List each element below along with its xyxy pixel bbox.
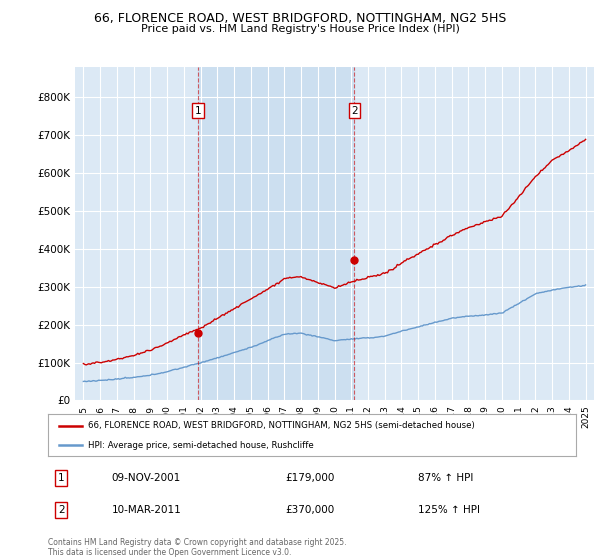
Text: 66, FLORENCE ROAD, WEST BRIDGFORD, NOTTINGHAM, NG2 5HS (semi-detached house): 66, FLORENCE ROAD, WEST BRIDGFORD, NOTTI… [88,421,475,430]
Text: 09-NOV-2001: 09-NOV-2001 [112,473,181,483]
Text: 125% ↑ HPI: 125% ↑ HPI [418,505,479,515]
Text: £370,000: £370,000 [286,505,335,515]
Text: Contains HM Land Registry data © Crown copyright and database right 2025.
This d: Contains HM Land Registry data © Crown c… [48,538,347,557]
Text: Price paid vs. HM Land Registry's House Price Index (HPI): Price paid vs. HM Land Registry's House … [140,24,460,34]
Text: 66, FLORENCE ROAD, WEST BRIDGFORD, NOTTINGHAM, NG2 5HS: 66, FLORENCE ROAD, WEST BRIDGFORD, NOTTI… [94,12,506,25]
Text: £179,000: £179,000 [286,473,335,483]
Text: 1: 1 [195,105,202,115]
Text: 2: 2 [58,505,65,515]
Text: 87% ↑ HPI: 87% ↑ HPI [418,473,473,483]
Bar [198,67,355,400]
Text: HPI: Average price, semi-detached house, Rushcliffe: HPI: Average price, semi-detached house,… [88,441,313,450]
Text: 10-MAR-2011: 10-MAR-2011 [112,505,181,515]
Text: 2: 2 [351,105,358,115]
Text: 1: 1 [58,473,65,483]
